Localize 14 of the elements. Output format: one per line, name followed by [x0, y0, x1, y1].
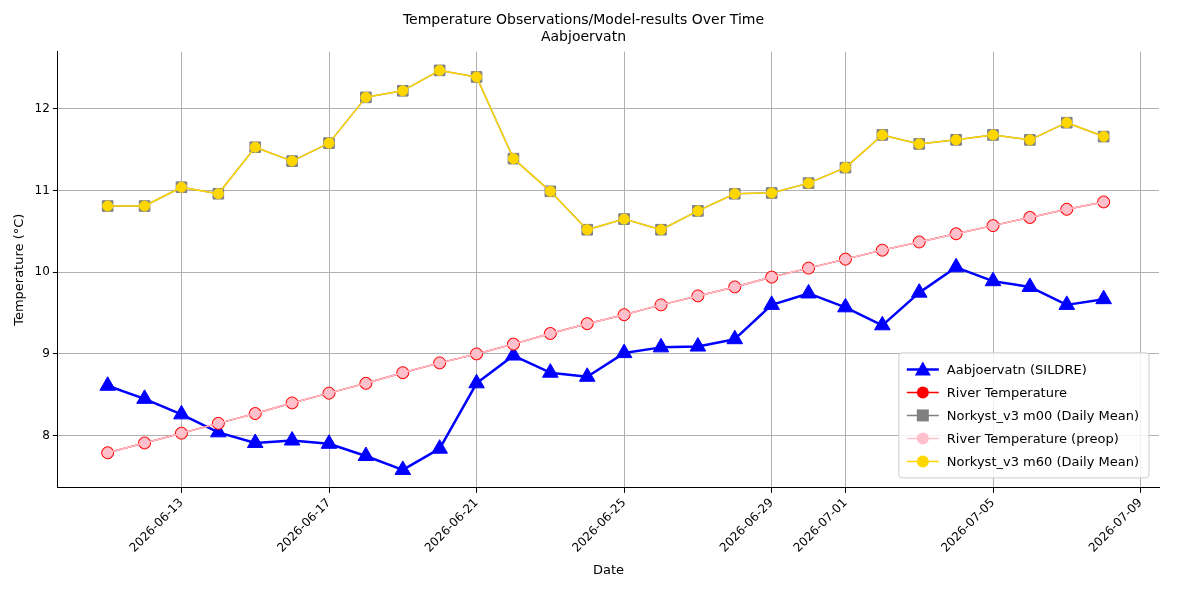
y-axis-title: Temperature (°C) [11, 213, 27, 327]
y-tick-label: 9 [42, 346, 50, 361]
legend-label: River Temperature (preop) [946, 430, 1119, 446]
y-tick-label: 12 [34, 100, 50, 115]
chart-title: Temperature Observations/Model-results Over Time [401, 11, 765, 28]
y-tick-label: 10 [34, 264, 50, 279]
legend-label: River Temperature [946, 384, 1067, 400]
legend-label: Norkyst_v3 m00 (Daily Mean) [946, 407, 1140, 423]
legend-label: Aabjoervatn (SILDRE) [946, 361, 1087, 377]
chart-subtitle: Aabjoervatn [540, 27, 627, 44]
legend-label: Norkyst_v3 m60 (Daily Mean) [946, 453, 1140, 469]
x-axis-title: Date [592, 561, 624, 577]
y-tick-label: 11 [34, 182, 50, 197]
y-tick-label: 8 [42, 427, 50, 442]
